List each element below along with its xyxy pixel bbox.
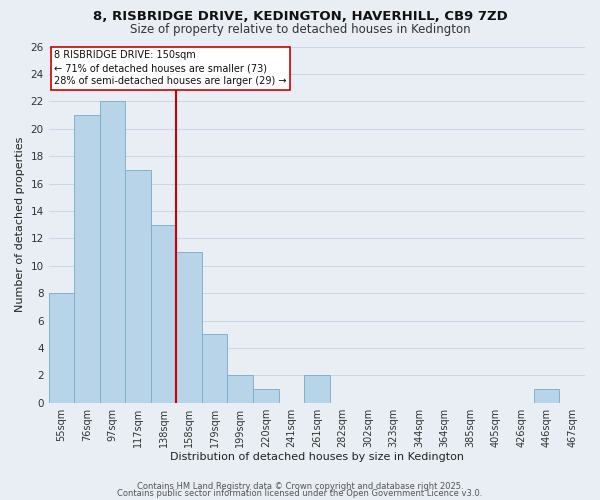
Bar	[304, 376, 329, 402]
Bar	[125, 170, 151, 402]
Bar	[74, 115, 100, 403]
Bar	[202, 334, 227, 402]
Text: 8, RISBRIDGE DRIVE, KEDINGTON, HAVERHILL, CB9 7ZD: 8, RISBRIDGE DRIVE, KEDINGTON, HAVERHILL…	[92, 10, 508, 23]
Y-axis label: Number of detached properties: Number of detached properties	[15, 137, 25, 312]
Text: Contains public sector information licensed under the Open Government Licence v3: Contains public sector information licen…	[118, 490, 482, 498]
Bar	[534, 389, 559, 402]
Bar	[227, 376, 253, 402]
Text: Size of property relative to detached houses in Kedington: Size of property relative to detached ho…	[130, 22, 470, 36]
Bar	[49, 293, 74, 403]
Bar	[176, 252, 202, 402]
Text: 8 RISBRIDGE DRIVE: 150sqm
← 71% of detached houses are smaller (73)
28% of semi-: 8 RISBRIDGE DRIVE: 150sqm ← 71% of detac…	[54, 50, 287, 86]
Text: Contains HM Land Registry data © Crown copyright and database right 2025.: Contains HM Land Registry data © Crown c…	[137, 482, 463, 491]
Bar	[151, 224, 176, 402]
Bar	[253, 389, 278, 402]
X-axis label: Distribution of detached houses by size in Kedington: Distribution of detached houses by size …	[170, 452, 464, 462]
Bar	[100, 102, 125, 403]
